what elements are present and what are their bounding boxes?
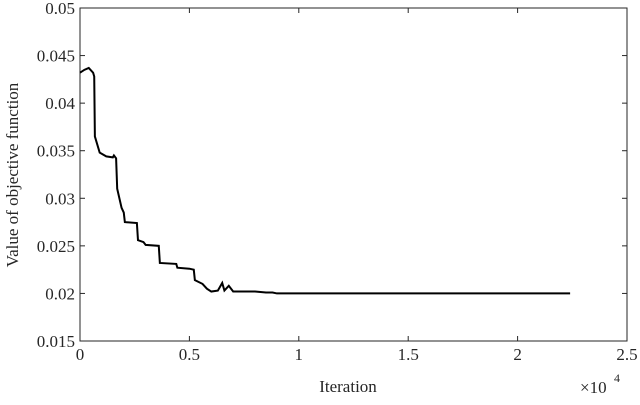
- y-tick-label: 0.025: [37, 237, 75, 256]
- x-scale-label: ×10: [580, 378, 607, 397]
- x-axis-label: Iteration: [319, 377, 377, 396]
- data-line: [79, 66, 571, 295]
- y-tick-label: 0.015: [37, 332, 75, 351]
- x-tick-label: 2: [513, 345, 522, 364]
- x-tick-label: 1: [295, 345, 304, 364]
- y-axis-label: Value of objective function: [3, 82, 22, 267]
- y-tick-label: 0.035: [37, 142, 75, 161]
- x-scale-exponent: 4: [614, 371, 620, 385]
- y-tick-label: 0.045: [37, 47, 75, 66]
- y-tick-label: 0.03: [45, 189, 75, 208]
- y-tick-label: 0.04: [45, 94, 75, 113]
- plot-frame: [79, 7, 628, 342]
- x-tick-label: 0.5: [179, 345, 200, 364]
- x-tick-label: 1.5: [398, 345, 419, 364]
- y-tick-label: 0.05: [45, 0, 75, 18]
- x-tick-label: 0: [76, 345, 85, 364]
- y-tick-label: 0.02: [45, 284, 75, 303]
- x-tick-label: 2.5: [616, 345, 637, 364]
